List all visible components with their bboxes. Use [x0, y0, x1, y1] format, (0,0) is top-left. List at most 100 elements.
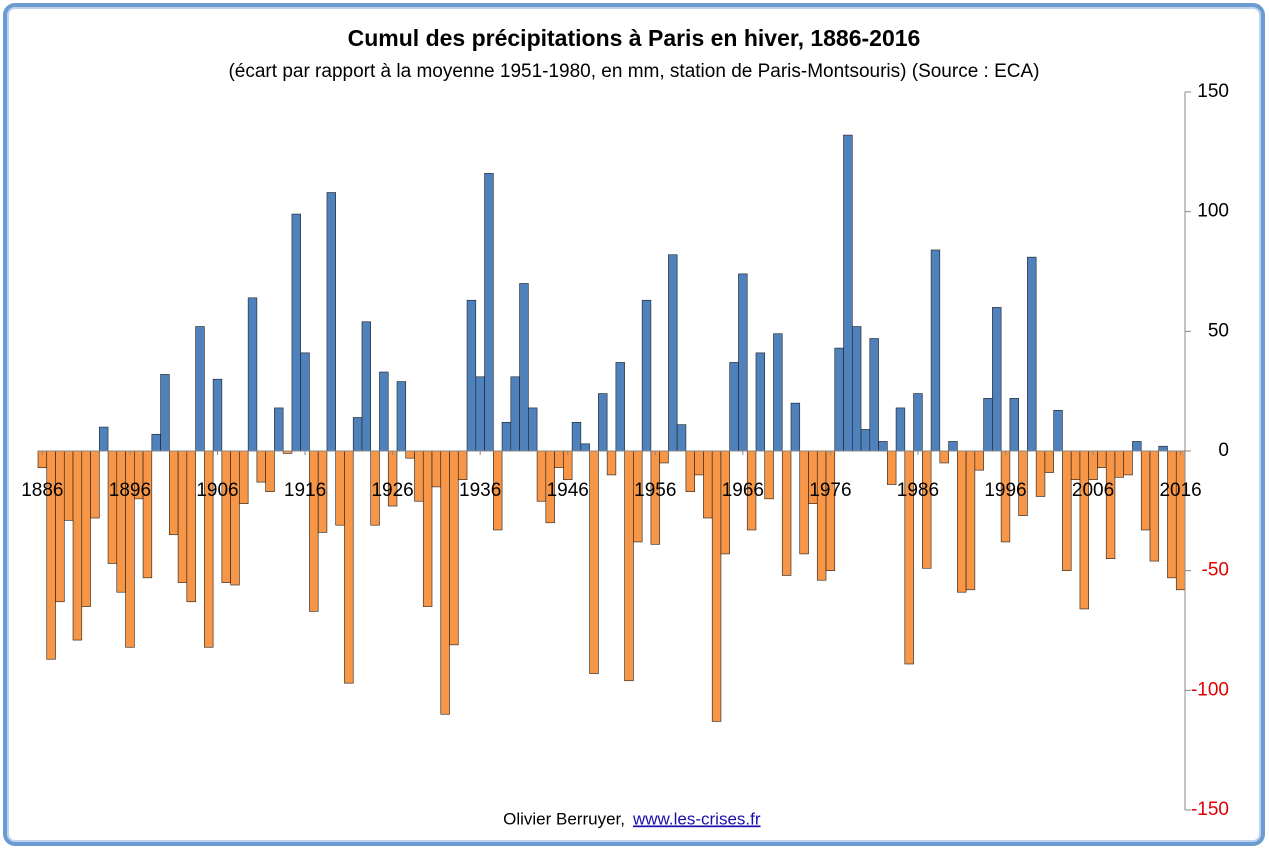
- bar: [510, 376, 520, 452]
- bar: [992, 307, 1002, 452]
- bar: [1097, 450, 1107, 469]
- bar: [869, 338, 879, 452]
- bar: [1105, 450, 1116, 559]
- bar: [816, 450, 827, 581]
- bar: [1079, 450, 1089, 610]
- bar: [1062, 450, 1072, 571]
- bar: [1009, 398, 1019, 452]
- bar: [422, 450, 433, 607]
- x-tick-label: 1886: [21, 480, 63, 501]
- y-tick-label: 100: [1197, 201, 1229, 222]
- bar: [878, 441, 888, 452]
- bar: [414, 450, 424, 502]
- bar: [1132, 441, 1142, 452]
- bar: [685, 450, 695, 492]
- bar: [571, 421, 582, 452]
- bar: [624, 450, 634, 682]
- bar: [1070, 450, 1081, 481]
- bar: [1158, 445, 1168, 452]
- bar: [160, 374, 170, 452]
- x-tick-label: 2006: [1072, 480, 1114, 501]
- bar: [466, 299, 477, 452]
- x-tick-label: 1896: [109, 480, 151, 501]
- bar: [580, 443, 590, 452]
- bar: [528, 407, 538, 452]
- bar: [63, 450, 74, 521]
- bar: [212, 378, 223, 452]
- bar: [1149, 450, 1160, 562]
- bar: [615, 362, 625, 452]
- bar: [300, 352, 310, 452]
- bar: [606, 450, 617, 476]
- source-link[interactable]: www.les-crises.fr: [632, 809, 761, 828]
- bar: [676, 424, 687, 452]
- bar: [1175, 450, 1186, 591]
- bar: [965, 450, 976, 591]
- bar: [781, 450, 792, 576]
- bar: [107, 450, 118, 564]
- bar: [291, 213, 301, 452]
- bar: [247, 297, 258, 452]
- bar: [142, 450, 153, 579]
- bar: [1027, 256, 1037, 452]
- bar: [1035, 450, 1046, 497]
- y-tick-label: 50: [1208, 320, 1229, 341]
- chart-title: Cumul des précipitations à Paris en hive…: [348, 25, 921, 51]
- bar: [729, 362, 739, 452]
- bar: [939, 450, 949, 464]
- y-tick-label: -50: [1202, 560, 1229, 581]
- bar: [834, 347, 844, 452]
- bar: [405, 450, 415, 459]
- bar: [773, 333, 783, 452]
- bar: [930, 249, 941, 452]
- author: Olivier Berruyer,: [503, 809, 625, 828]
- bar: [221, 450, 231, 583]
- x-tick-label: 1986: [897, 480, 939, 501]
- bar: [957, 450, 967, 593]
- y-tick-label: 0: [1218, 440, 1229, 461]
- bar: [851, 326, 862, 452]
- x-tick-label: 1976: [809, 480, 851, 501]
- x-tick-label: 2016: [1159, 480, 1201, 501]
- bar: [755, 352, 766, 452]
- bar: [440, 450, 450, 715]
- bar: [335, 450, 345, 526]
- bar: [449, 450, 459, 646]
- bar: [738, 273, 748, 452]
- bar: [239, 450, 249, 504]
- bar: [396, 381, 407, 452]
- bar: [536, 450, 547, 502]
- bar: [1123, 450, 1133, 476]
- bar: [764, 450, 774, 500]
- bar: [116, 450, 126, 593]
- bar: [256, 450, 266, 483]
- bar: [151, 433, 161, 452]
- bar: [983, 398, 993, 452]
- bar: [913, 393, 923, 452]
- x-tick-label: 1906: [196, 480, 238, 501]
- x-tick-label: 1926: [371, 480, 413, 501]
- bar: [694, 450, 704, 476]
- bar: [81, 450, 91, 607]
- bar: [1114, 450, 1125, 478]
- bar: [475, 376, 485, 452]
- x-tick-label: 1966: [722, 480, 764, 501]
- bar: [563, 450, 573, 481]
- bar: [457, 450, 468, 481]
- bar: [1140, 450, 1151, 531]
- bar: [860, 429, 871, 452]
- bar: [72, 450, 83, 641]
- bar: [1167, 450, 1177, 579]
- x-tick-label: 1946: [547, 480, 589, 501]
- bar: [326, 192, 336, 452]
- source-link-text[interactable]: www.les-crises.fr: [632, 809, 761, 828]
- x-tick-label: 1996: [984, 480, 1026, 501]
- bar: [484, 173, 494, 452]
- bar: [554, 450, 564, 469]
- bar: [825, 450, 836, 571]
- bar: [668, 254, 678, 452]
- y-tick-label: 150: [1197, 81, 1229, 102]
- bar: [843, 134, 853, 452]
- bar: [230, 450, 240, 586]
- bar: [431, 450, 442, 488]
